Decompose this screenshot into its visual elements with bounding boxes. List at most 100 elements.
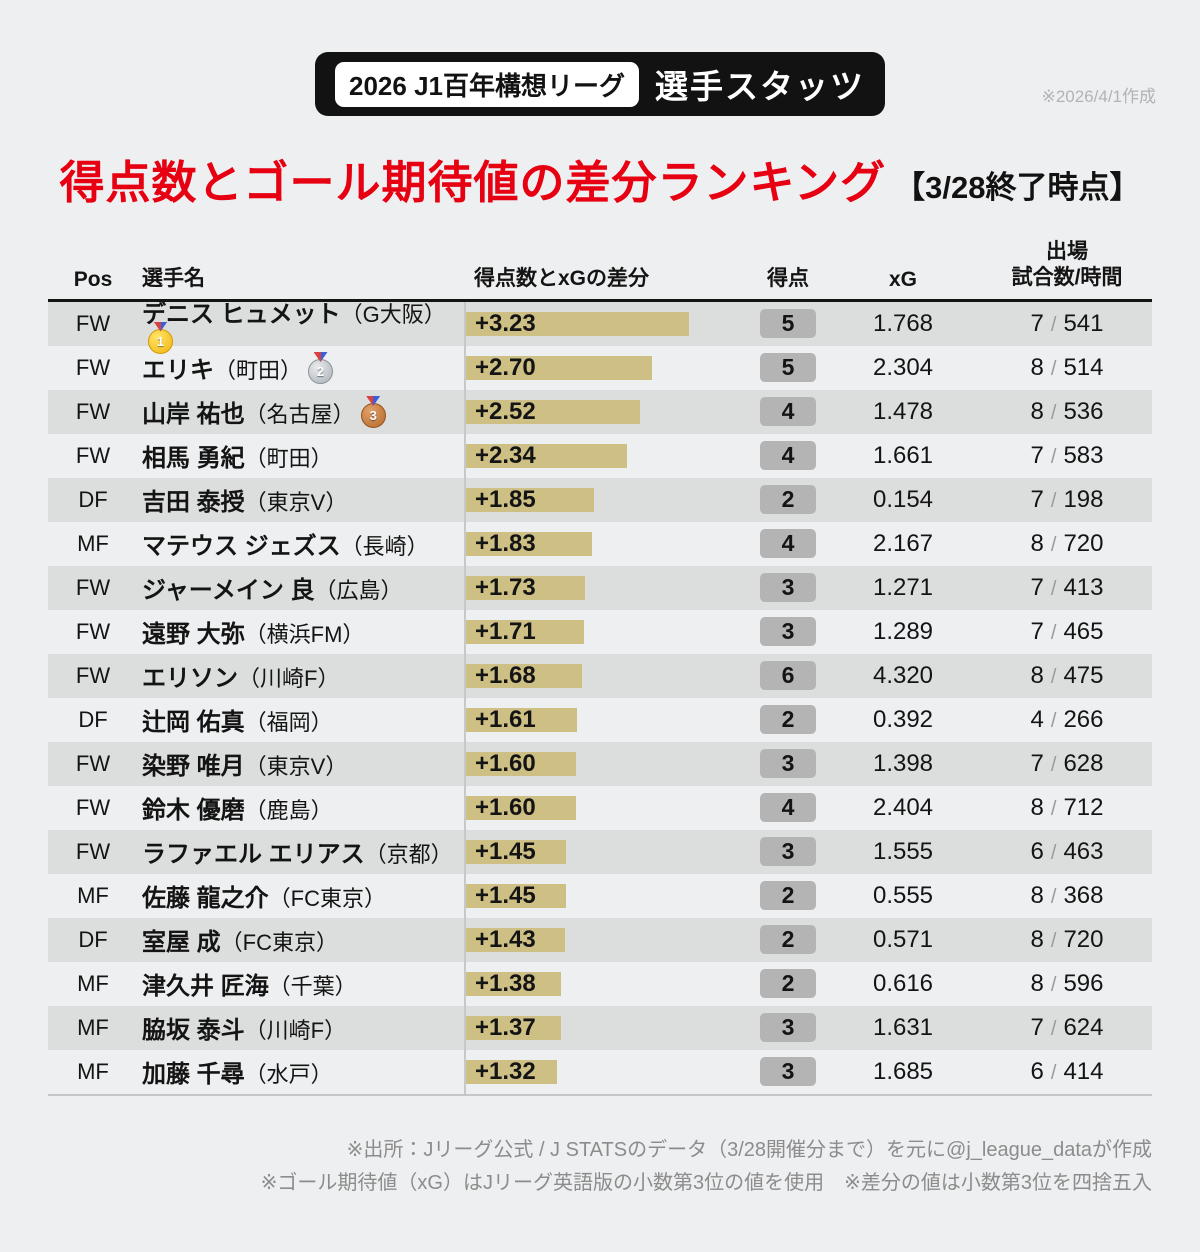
table-row: FW ラファエル エリアス（京都） +1.45 3 1.555 6 / 463: [48, 829, 1152, 874]
apps-count: 7: [1030, 485, 1044, 513]
goals-cell: 3: [752, 617, 824, 646]
player-name-cell: ジャーメイン 良（広島）: [138, 570, 464, 605]
xg-value: 1.685: [872, 1057, 934, 1085]
player-name-cell: 染野 唯月（東京V）: [138, 746, 464, 781]
col-diff: 得点数とxGの差分: [474, 266, 650, 290]
player-name-cell: ラファエル エリアス（京都）: [138, 834, 464, 869]
apps-count: 7: [1030, 309, 1044, 337]
xg-value: 1.289: [872, 617, 934, 645]
diff-bar: +1.83: [466, 530, 592, 557]
player-team: （横浜FM）: [244, 622, 365, 647]
medal-icon: 2: [308, 359, 334, 384]
player-team: （FC東京）: [220, 930, 338, 955]
table-row: DF 辻岡 佑真（福岡） +1.61 2 0.392 4 / 266: [48, 697, 1152, 742]
diff-bar-cell: +1.60: [464, 785, 752, 830]
goals-badge: 3: [760, 749, 816, 778]
player-position: MF: [77, 530, 109, 556]
goals-badge: 3: [760, 573, 816, 602]
diff-bar-cell: +1.71: [464, 609, 752, 654]
player-name: 辻岡 佑真: [142, 709, 245, 736]
apps-count: 8: [1030, 661, 1044, 689]
diff-bar-cell: +1.37: [464, 1005, 752, 1050]
player-team: （鹿島）: [244, 798, 333, 823]
apps-count: 8: [1030, 881, 1044, 909]
minutes-count: 514: [1063, 353, 1104, 381]
xg-value: 0.154: [872, 485, 934, 513]
goals-cell: 4: [752, 441, 824, 470]
player-name: ラファエル エリアス: [142, 841, 365, 868]
apps-slash: /: [1050, 973, 1057, 996]
minutes-count: 463: [1063, 837, 1104, 865]
xg-value: 0.392: [872, 705, 934, 733]
goals-cell: 4: [752, 793, 824, 822]
player-position: FW: [75, 398, 111, 424]
apps-slash: /: [1050, 929, 1057, 952]
minutes-count: 712: [1063, 793, 1104, 821]
goals-badge: 6: [760, 661, 816, 690]
apps-slash: /: [1050, 709, 1057, 732]
diff-bar: +1.43: [466, 926, 565, 953]
apps-count: 4: [1030, 705, 1044, 733]
diff-bar-cell: +1.32: [464, 1049, 752, 1094]
goals-badge: 3: [760, 1013, 816, 1042]
goals-badge: 2: [760, 485, 816, 514]
goals-cell: 6: [752, 661, 824, 690]
goals-cell: 3: [752, 837, 824, 866]
player-name-cell: 遠野 大弥（横浜FM）: [138, 614, 464, 649]
xg-value: 0.571: [872, 925, 934, 953]
apps-cell: 7 / 583: [982, 442, 1152, 470]
goals-badge: 2: [760, 881, 816, 910]
goals-cell: 2: [752, 925, 824, 954]
diff-value: +2.52: [475, 397, 536, 425]
table-row: FW 相馬 勇紀（町田） +2.34 4 1.661 7 / 583: [48, 433, 1152, 478]
player-team: （川崎F）: [238, 666, 340, 691]
apps-slash: /: [1050, 489, 1057, 512]
goals-cell: 2: [752, 969, 824, 998]
diff-value: +1.61: [475, 705, 536, 733]
diff-bar: +1.45: [466, 838, 566, 865]
diff-value: +1.73: [475, 573, 536, 601]
apps-slash: /: [1050, 621, 1057, 644]
diff-bar-cell: +1.73: [464, 565, 752, 610]
diff-bar-cell: +1.45: [464, 873, 752, 918]
goals-cell: 3: [752, 1057, 824, 1086]
goals-cell: 5: [752, 353, 824, 382]
diff-bar: +1.60: [466, 750, 576, 777]
diff-value: +1.37: [475, 1013, 536, 1041]
minutes-count: 583: [1063, 441, 1104, 469]
xg-value: 1.768: [872, 309, 934, 337]
player-name-cell: エリキ（町田） 2: [138, 350, 464, 385]
goals-badge: 4: [760, 529, 816, 558]
diff-bar: +1.38: [466, 970, 561, 997]
goals-badge: 4: [760, 441, 816, 470]
goals-badge: 2: [760, 925, 816, 954]
apps-count: 6: [1030, 837, 1044, 865]
xg-value: 1.661: [872, 441, 934, 469]
goals-cell: 3: [752, 1013, 824, 1042]
apps-cell: 8 / 720: [982, 926, 1152, 954]
col-apps-line1: 出場: [1046, 240, 1088, 263]
player-position: MF: [77, 882, 109, 908]
minutes-count: 413: [1063, 573, 1104, 601]
apps-slash: /: [1050, 577, 1057, 600]
player-position: FW: [75, 662, 111, 688]
apps-slash: /: [1050, 533, 1057, 556]
header-badge-wrap: 2026 J1百年構想リーグ 選手スタッツ: [0, 52, 1200, 116]
player-name: エリキ: [142, 357, 214, 384]
apps-slash: /: [1050, 445, 1057, 468]
stats-table: Pos 選手名 得点数とxGの差分 得点 xG 出場 試合数/時間 FW デニス…: [48, 239, 1152, 1096]
goals-cell: 2: [752, 705, 824, 734]
player-name: 染野 唯月: [142, 753, 245, 780]
diff-bar: +2.52: [466, 397, 640, 425]
player-name-cell: 山岸 祐也（名古屋） 3: [138, 394, 464, 429]
player-position: DF: [78, 926, 108, 952]
player-team: （町田）: [214, 358, 303, 383]
xg-value: 1.478: [872, 397, 934, 425]
player-name-cell: 鈴木 優磨（鹿島）: [138, 790, 464, 825]
apps-count: 8: [1030, 397, 1044, 425]
goals-cell: 2: [752, 881, 824, 910]
apps-count: 7: [1030, 573, 1044, 601]
apps-count: 8: [1030, 529, 1044, 557]
player-position: FW: [75, 354, 111, 380]
player-name: 室屋 成: [142, 929, 221, 956]
